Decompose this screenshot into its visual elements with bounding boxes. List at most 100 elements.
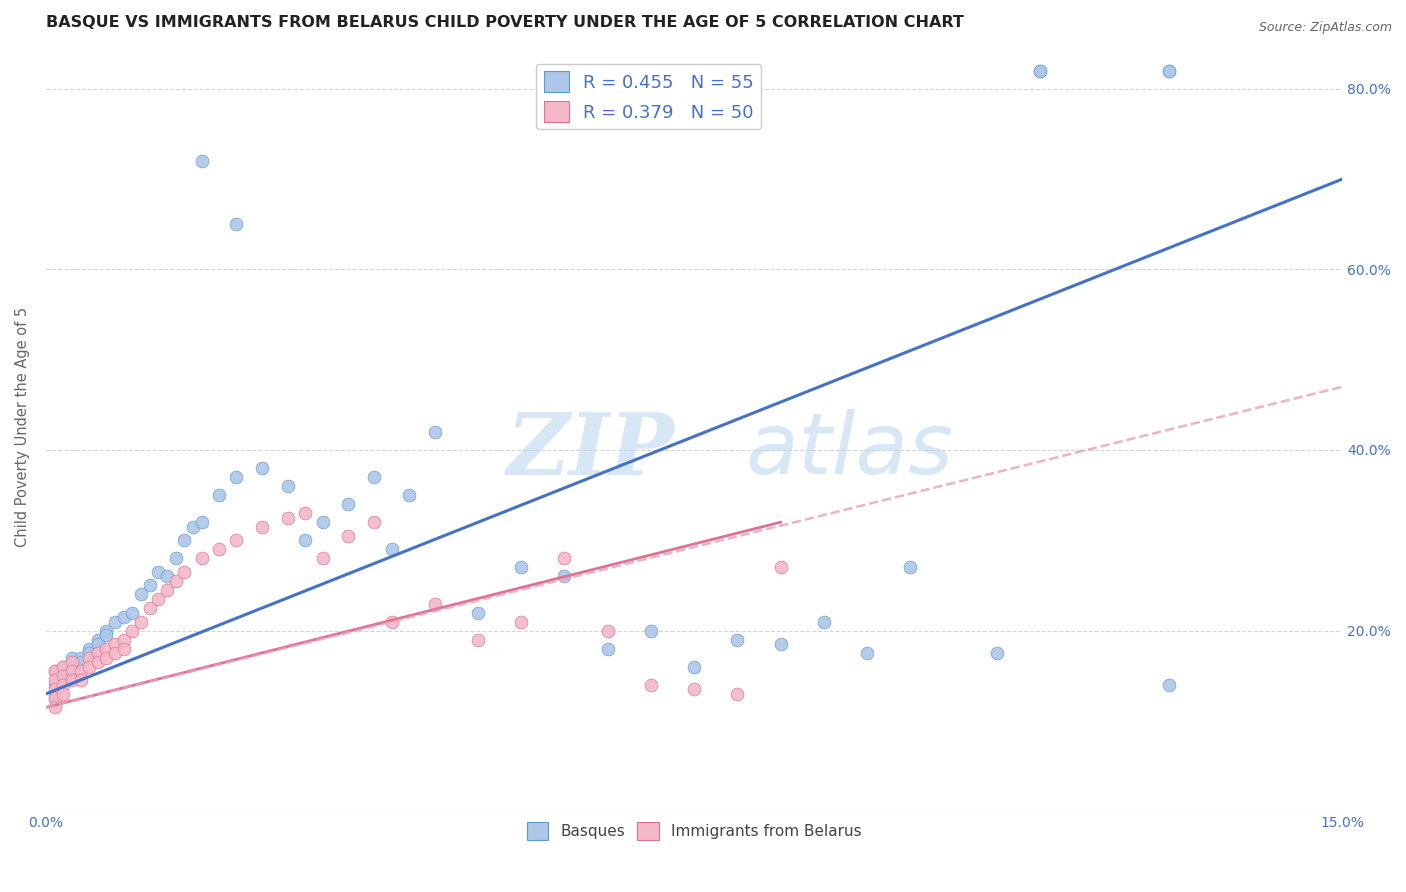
Point [60, 650, 83, 665]
Point [138, 601, 160, 615]
Point [423, 425, 446, 439]
Point [156, 569, 179, 583]
Point [87, 655, 110, 669]
Point [77, 650, 100, 665]
Point [986, 646, 1008, 660]
Point [898, 560, 921, 574]
Point [683, 682, 706, 697]
Point [148, 565, 170, 579]
Point [190, 551, 212, 566]
Point [596, 641, 619, 656]
Point [1159, 63, 1181, 78]
Point [60, 655, 83, 669]
Point [138, 578, 160, 592]
Point [225, 217, 247, 231]
Point [60, 673, 83, 688]
Point [190, 515, 212, 529]
Point [44, 678, 66, 692]
Point [96, 624, 118, 638]
Point [87, 637, 110, 651]
Text: Source: ZipAtlas.com: Source: ZipAtlas.com [1258, 21, 1392, 34]
Point [44, 691, 66, 706]
Point [96, 628, 118, 642]
Point [104, 615, 127, 629]
Point [112, 632, 135, 647]
Point [96, 650, 118, 665]
Point [96, 641, 118, 656]
Point [173, 533, 195, 548]
Point [813, 615, 835, 629]
Point [208, 488, 231, 502]
Point [69, 673, 91, 688]
Point [173, 565, 195, 579]
Point [112, 641, 135, 656]
Point [52, 673, 75, 688]
Point [156, 582, 179, 597]
Point [52, 687, 75, 701]
Point [77, 659, 100, 673]
Point [104, 646, 127, 660]
Point [69, 655, 91, 669]
Point [277, 510, 299, 524]
Point [553, 569, 575, 583]
Point [87, 646, 110, 660]
Text: ZIP: ZIP [506, 409, 675, 492]
Point [596, 624, 619, 638]
Point [60, 664, 83, 678]
Point [381, 615, 404, 629]
Point [725, 632, 748, 647]
Point [44, 700, 66, 714]
Point [725, 687, 748, 701]
Point [44, 664, 66, 678]
Point [381, 542, 404, 557]
Point [1159, 63, 1181, 78]
Point [112, 610, 135, 624]
Point [467, 606, 489, 620]
Point [121, 624, 143, 638]
Point [52, 678, 75, 692]
Point [769, 637, 792, 651]
Point [44, 682, 66, 697]
Point [294, 533, 316, 548]
Point [87, 632, 110, 647]
Point [129, 587, 152, 601]
Point [423, 597, 446, 611]
Y-axis label: Child Poverty Under the Age of 5: Child Poverty Under the Age of 5 [15, 308, 30, 548]
Point [44, 691, 66, 706]
Point [510, 560, 533, 574]
Point [1029, 63, 1052, 78]
Point [337, 497, 360, 511]
Point [52, 659, 75, 673]
Point [337, 529, 360, 543]
Point [640, 624, 662, 638]
Point [311, 551, 333, 566]
Text: BASQUE VS IMMIGRANTS FROM BELARUS CHILD POVERTY UNDER THE AGE OF 5 CORRELATION C: BASQUE VS IMMIGRANTS FROM BELARUS CHILD … [46, 15, 965, 30]
Point [294, 506, 316, 520]
Point [208, 542, 231, 557]
Point [181, 520, 204, 534]
Point [225, 533, 247, 548]
Point [363, 470, 385, 484]
Point [553, 551, 575, 566]
Point [121, 606, 143, 620]
Point [467, 632, 489, 647]
Point [250, 520, 273, 534]
Point [44, 687, 66, 701]
Point [510, 615, 533, 629]
Point [77, 641, 100, 656]
Point [856, 646, 879, 660]
Point [1159, 678, 1181, 692]
Point [148, 592, 170, 607]
Point [77, 646, 100, 660]
Point [683, 659, 706, 673]
Point [1029, 63, 1052, 78]
Text: atlas: atlas [745, 409, 953, 492]
Point [165, 574, 187, 588]
Point [69, 664, 91, 678]
Point [398, 488, 420, 502]
Legend: Basques, Immigrants from Belarus: Basques, Immigrants from Belarus [520, 816, 868, 846]
Point [129, 615, 152, 629]
Point [225, 470, 247, 484]
Point [69, 650, 91, 665]
Point [52, 659, 75, 673]
